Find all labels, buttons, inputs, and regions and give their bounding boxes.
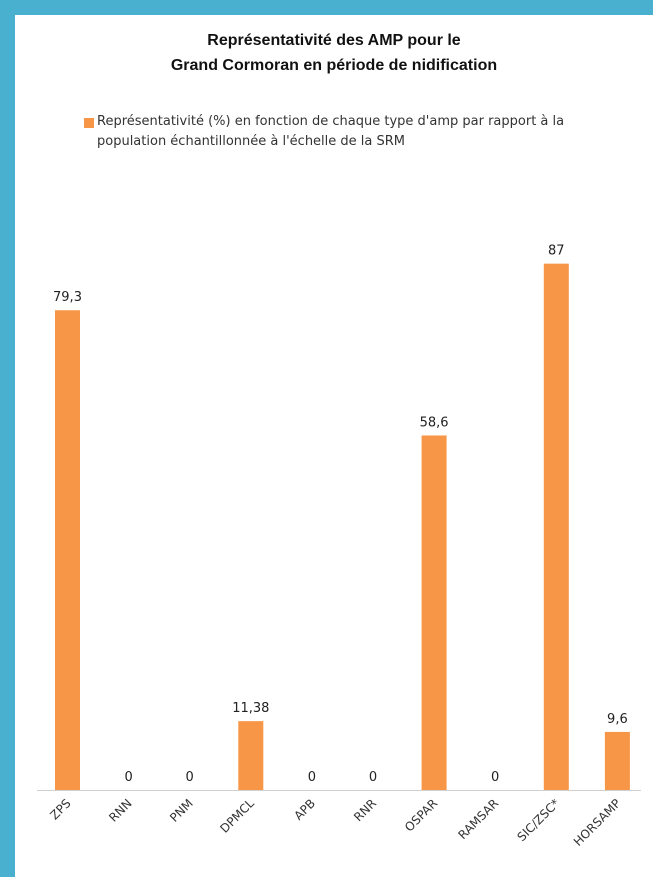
x-tick-label: HORSAMP: [571, 796, 624, 849]
data-label: 0: [308, 770, 316, 785]
x-tick-label: SIC/ZSC*: [514, 796, 562, 844]
data-label: 9,6: [607, 712, 628, 727]
bar-sic-zsc-: [543, 263, 569, 790]
chart-title-line-2: Grand Cormoran en période de nidificatio…: [170, 57, 498, 74]
bar-horsamp: [604, 731, 630, 790]
data-label: 0: [491, 770, 499, 785]
x-tick-label: RNR: [351, 796, 379, 824]
chart-title-line-1: Représentativité des AMP pour le: [207, 32, 461, 49]
data-label: 79,3: [53, 290, 82, 305]
legend-swatch: [84, 118, 94, 128]
bar-zps: [55, 310, 80, 790]
x-tick-label: RAMSAR: [455, 796, 501, 842]
chart-panel: Représentativité des AMP pour le Grand C…: [15, 15, 653, 877]
x-tick-label: ZPS: [47, 796, 73, 822]
data-label: 87: [548, 244, 565, 259]
x-tick-label: APB: [291, 796, 318, 823]
x-tick-label: DPMCL: [217, 796, 257, 836]
legend-label: Représentativité (%) en fonction de chaq…: [97, 114, 565, 149]
data-label: 0: [124, 770, 132, 785]
data-label: 11,38: [232, 701, 269, 716]
bar-chart: 79,3 ZPS 0 RNN 0 PNM 11,38 DPMCL 0 APB 0 RNR 58,6 OSP…: [37, 244, 641, 849]
bar-ospar: [421, 435, 447, 790]
x-tick-label: PNM: [167, 796, 196, 825]
data-label: 0: [369, 770, 377, 785]
data-label: 58,6: [420, 415, 449, 430]
x-tick-label: OSPAR: [402, 796, 440, 834]
bar-dpmcl: [238, 721, 264, 790]
x-tick-label: RNN: [106, 796, 134, 824]
data-label: 0: [186, 770, 194, 785]
